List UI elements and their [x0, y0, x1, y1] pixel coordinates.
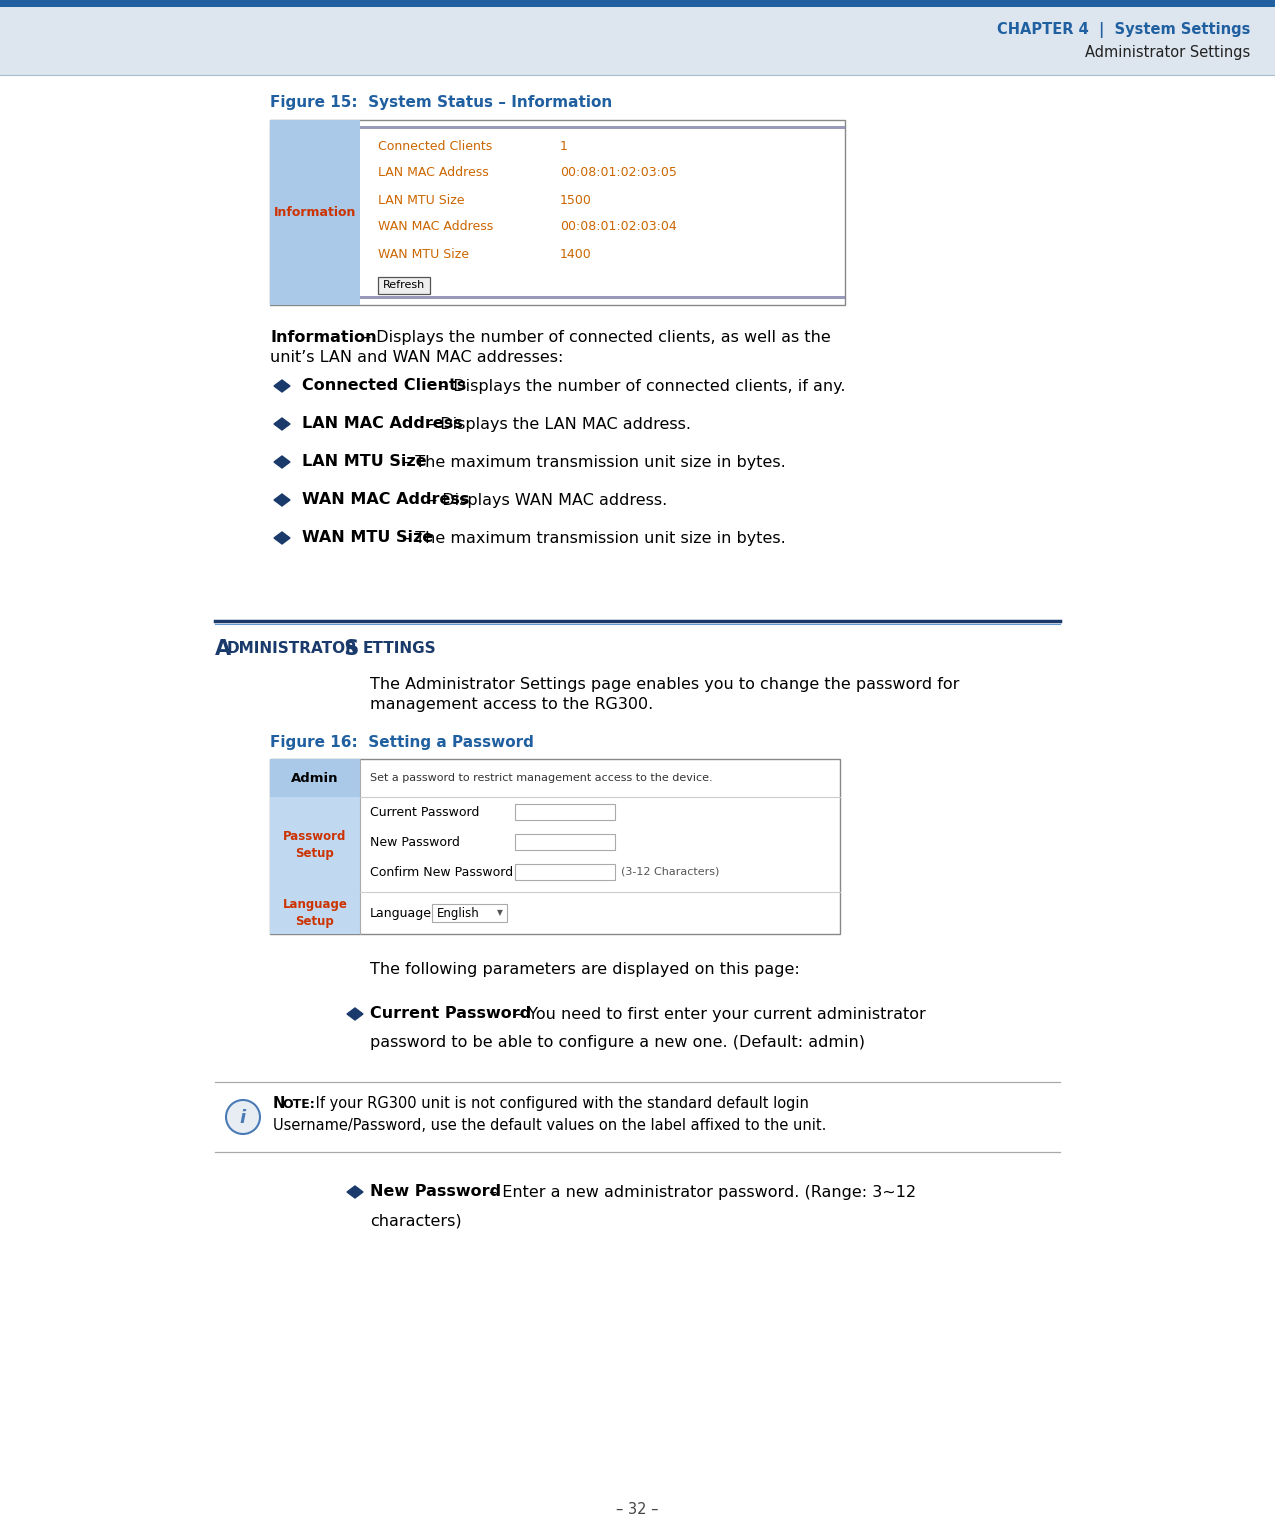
Polygon shape	[274, 380, 289, 392]
Text: WAN MTU Size: WAN MTU Size	[302, 530, 434, 545]
Text: S: S	[337, 639, 360, 659]
Text: WAN MAC Address: WAN MAC Address	[302, 492, 469, 507]
Bar	[377, 277, 430, 294]
Bar	[360, 126, 845, 129]
Polygon shape	[347, 1008, 363, 1020]
Text: English: English	[437, 907, 479, 919]
Text: Figure 15:  System Status – Information: Figure 15: System Status – Information	[270, 95, 612, 110]
Text: 1400: 1400	[560, 248, 592, 260]
Text: A: A	[215, 639, 231, 659]
Text: characters): characters)	[370, 1213, 462, 1229]
Text: (3-12 Characters): (3-12 Characters)	[621, 867, 719, 876]
Text: New Password: New Password	[370, 835, 460, 849]
Text: N: N	[273, 1095, 286, 1111]
Text: – Displays the LAN MAC address.: – Displays the LAN MAC address.	[422, 417, 691, 432]
Text: DMINISTRATOR: DMINISTRATOR	[227, 640, 358, 656]
Text: Set a password to restrict management access to the device.: Set a password to restrict management ac…	[370, 774, 713, 783]
Text: WAN MAC Address: WAN MAC Address	[377, 221, 493, 233]
Text: Information: Information	[270, 329, 376, 345]
Text: LAN MAC Address: LAN MAC Address	[377, 167, 488, 179]
Bar	[0, 0, 1275, 75]
Text: Username/Password, use the default values on the label affixed to the unit.: Username/Password, use the default value…	[273, 1118, 826, 1134]
Bar	[270, 119, 845, 305]
Polygon shape	[274, 457, 289, 467]
Text: WAN MTU Size: WAN MTU Size	[377, 248, 469, 260]
Bar	[270, 892, 360, 935]
Text: management access to the RG300.: management access to the RG300.	[370, 697, 653, 712]
Text: i: i	[240, 1109, 246, 1128]
Text: – Displays the number of connected clients, as well as the: – Displays the number of connected clien…	[358, 329, 831, 345]
Circle shape	[226, 1100, 260, 1134]
Bar	[0, 0, 1275, 8]
Text: OTE:: OTE:	[282, 1098, 315, 1111]
Text: 00:08:01:02:03:04: 00:08:01:02:03:04	[560, 221, 677, 233]
Bar	[360, 296, 845, 299]
Bar	[515, 804, 615, 820]
Text: 1500: 1500	[560, 193, 592, 207]
Text: password to be able to configure a new one. (Default: admin): password to be able to configure a new o…	[370, 1036, 864, 1049]
Text: – Displays WAN MAC address.: – Displays WAN MAC address.	[425, 492, 667, 507]
Polygon shape	[274, 418, 289, 430]
Text: If your RG300 unit is not configured with the standard default login: If your RG300 unit is not configured wit…	[311, 1095, 808, 1111]
Text: LAN MTU Size: LAN MTU Size	[302, 455, 427, 469]
Text: – The maximum transmission unit size in bytes.: – The maximum transmission unit size in …	[397, 455, 785, 469]
Text: Connected Clients: Connected Clients	[302, 378, 467, 394]
Text: Administrator Settings: Administrator Settings	[1085, 44, 1249, 60]
Text: Language: Language	[370, 907, 432, 919]
Text: LAN MTU Size: LAN MTU Size	[377, 193, 464, 207]
Bar	[432, 904, 507, 922]
Bar	[270, 797, 360, 892]
Bar	[515, 864, 615, 879]
Text: Admin: Admin	[291, 772, 339, 784]
Text: The following parameters are displayed on this page:: The following parameters are displayed o…	[370, 962, 799, 977]
Text: Current Password: Current Password	[370, 1007, 532, 1022]
Text: Refresh: Refresh	[382, 280, 425, 290]
Bar	[270, 758, 360, 797]
Text: – You need to first enter your current administrator: – You need to first enter your current a…	[510, 1007, 926, 1022]
Text: Password
Setup: Password Setup	[283, 829, 347, 859]
Text: 1: 1	[560, 139, 567, 153]
Polygon shape	[274, 532, 289, 544]
Text: ▼: ▼	[497, 908, 504, 918]
Text: – The maximum transmission unit size in bytes.: – The maximum transmission unit size in …	[397, 530, 785, 545]
Text: Current Password: Current Password	[370, 806, 479, 818]
Text: Information: Information	[274, 205, 356, 219]
Text: Confirm New Password: Confirm New Password	[370, 866, 513, 878]
Polygon shape	[274, 493, 289, 506]
Text: – Displays the number of connected clients, if any.: – Displays the number of connected clien…	[435, 378, 845, 394]
Text: Connected Clients: Connected Clients	[377, 139, 492, 153]
Text: – 32 –: – 32 –	[616, 1503, 658, 1518]
Bar	[515, 833, 615, 850]
Text: – Enter a new administrator password. (Range: 3~12: – Enter a new administrator password. (R…	[484, 1184, 917, 1200]
Polygon shape	[347, 1186, 363, 1198]
Bar	[270, 758, 840, 935]
Text: Figure 16:  Setting a Password: Figure 16: Setting a Password	[270, 735, 534, 751]
Text: The Administrator Settings page enables you to change the password for: The Administrator Settings page enables …	[370, 677, 959, 692]
Text: CHAPTER 4  |  System Settings: CHAPTER 4 | System Settings	[997, 21, 1250, 38]
Text: Language
Setup: Language Setup	[283, 898, 347, 928]
Text: New Password: New Password	[370, 1184, 501, 1200]
Text: ETTINGS: ETTINGS	[363, 640, 436, 656]
Text: unit’s LAN and WAN MAC addresses:: unit’s LAN and WAN MAC addresses:	[270, 349, 564, 365]
Text: LAN MAC Address: LAN MAC Address	[302, 417, 463, 432]
Text: 00:08:01:02:03:05: 00:08:01:02:03:05	[560, 167, 677, 179]
Bar	[270, 119, 360, 305]
